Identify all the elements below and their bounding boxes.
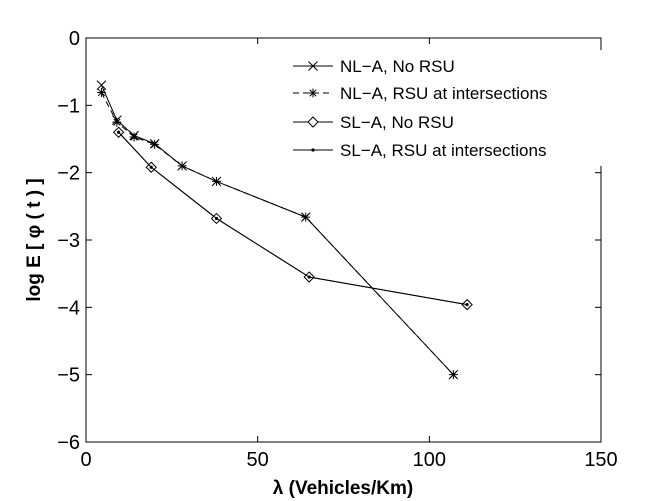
data-point-star-marker [301, 212, 311, 222]
x-tick-label: 150 [584, 449, 617, 471]
legend: NL−A, No RSU NL−A, RSU at intersections SL… [286, 50, 602, 166]
y-tick-label: 0 [69, 28, 80, 50]
legend-entry-label: NL−A, No RSU [340, 57, 455, 76]
data-point-star-marker [448, 370, 458, 380]
data-point-star-marker [211, 176, 221, 186]
legend-box [286, 50, 602, 166]
y-axis-label: log E [ φ ( t ) ] [24, 178, 45, 301]
series-2 [96, 88, 458, 380]
series-line [101, 92, 454, 376]
x-tick-label: 50 [247, 449, 269, 471]
data-point-star-marker [177, 161, 187, 171]
series-4 [117, 130, 469, 307]
x-tick-label: 0 [80, 449, 91, 471]
legend-entry-label: SL−A, RSU at intersections [340, 141, 546, 160]
data-point-star-marker [96, 88, 106, 98]
data-point-diamond-marker [307, 116, 319, 128]
data-point-dot-marker [117, 130, 121, 134]
y-tick-label: −6 [57, 432, 80, 454]
data-point-star-marker [308, 88, 318, 98]
data-point-dot-marker [214, 216, 219, 221]
legend-entry-label: SL−A, No RSU [340, 113, 454, 132]
data-point-dot-marker [307, 275, 311, 279]
y-tick-label: −2 [57, 163, 80, 185]
axis-ticks: 0 50 100 150 0 −1 −2 −3 −4 −5 −6 [57, 28, 618, 471]
y-tick-label: −3 [57, 230, 80, 252]
legend-entry-label: NL−A, RSU at intersections [340, 84, 547, 103]
data-point-dot-marker [465, 303, 469, 307]
data-point-star-marker [150, 139, 160, 149]
series-layer [96, 80, 473, 380]
data-point-x-marker [96, 80, 107, 90]
y-tick-label: −1 [57, 95, 80, 117]
data-point-x-marker [308, 61, 318, 71]
data-point-star-marker [112, 117, 122, 127]
y-tick-label: −5 [57, 365, 80, 387]
data-point-dot-marker [149, 165, 153, 169]
x-axis-label: λ (Vehicles/Km) [273, 478, 413, 499]
x-tick-label: 100 [413, 449, 446, 471]
data-point-dot-marker [311, 148, 315, 152]
y-tick-label: −4 [57, 297, 80, 319]
data-point-star-marker [129, 132, 139, 142]
